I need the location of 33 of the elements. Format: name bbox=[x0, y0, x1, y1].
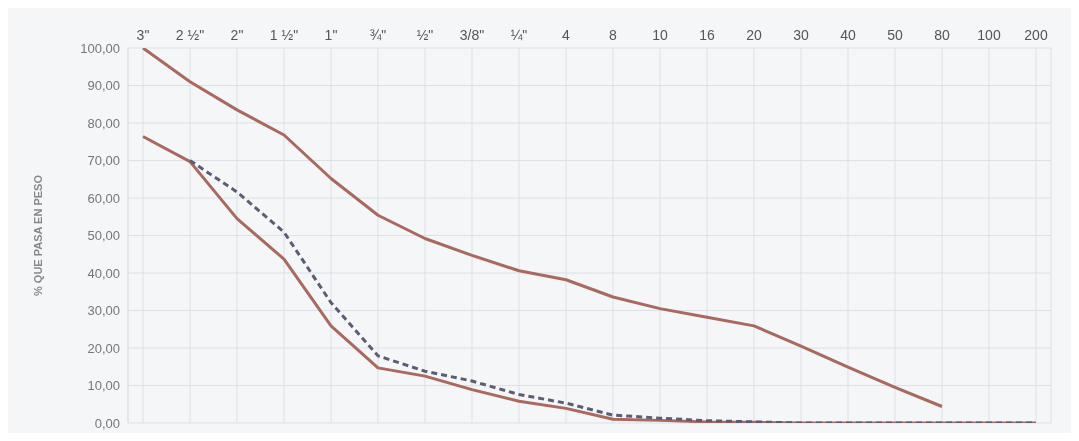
x-tick-label: ½" bbox=[416, 27, 434, 43]
x-tick-label: 40 bbox=[840, 27, 856, 43]
x-tick-label: 1 ½" bbox=[269, 27, 299, 43]
y-tick-label: 60,00 bbox=[87, 190, 120, 206]
y-tick-label: 10,00 bbox=[87, 378, 120, 394]
x-tick-label: 3/8" bbox=[459, 27, 485, 43]
x-tick-label: 3" bbox=[136, 27, 150, 43]
x-tick-label: 10 bbox=[652, 27, 668, 43]
x-tick-label: 4 bbox=[562, 27, 571, 43]
x-tick-label: 2" bbox=[230, 27, 244, 43]
x-tick-label: 8 bbox=[609, 27, 618, 43]
y-tick-label: 40,00 bbox=[87, 265, 120, 281]
x-tick-label: 30 bbox=[793, 27, 809, 43]
x-tick-label: 100 bbox=[977, 27, 1001, 43]
y-tick-label: 70,00 bbox=[87, 153, 120, 169]
x-tick-label: 20 bbox=[746, 27, 762, 43]
y-tick-label: 20,00 bbox=[87, 340, 120, 356]
y-tick-label: 90,00 bbox=[87, 78, 120, 94]
x-tick-label: 200 bbox=[1024, 27, 1048, 43]
x-tick-label: 16 bbox=[699, 27, 715, 43]
y-tick-label: 30,00 bbox=[87, 303, 120, 319]
y-tick-label: 100,00 bbox=[80, 40, 120, 56]
x-tick-label: ¼" bbox=[510, 27, 528, 43]
x-tick-label: 1" bbox=[324, 27, 338, 43]
y-tick-label: 80,00 bbox=[87, 115, 120, 131]
y-tick-label: 50,00 bbox=[87, 228, 120, 244]
y-axis-title: % QUE PASA EN PESO bbox=[31, 174, 44, 297]
line-series bbox=[141, 48, 944, 408]
x-tick-label: ¾" bbox=[369, 27, 387, 43]
x-tick-label: 2 ½" bbox=[175, 27, 205, 43]
x-tick-label: 80 bbox=[934, 27, 950, 43]
x-tick-label: 50 bbox=[887, 27, 903, 43]
y-tick-label: 0,00 bbox=[94, 415, 120, 431]
